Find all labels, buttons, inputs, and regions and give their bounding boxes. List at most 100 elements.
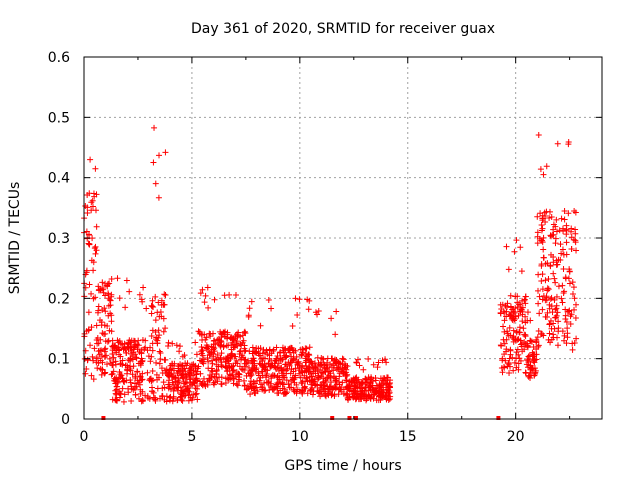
- data-point: [189, 396, 196, 403]
- data-point: [114, 275, 121, 282]
- data-point: [344, 383, 351, 390]
- data-point: [268, 305, 275, 312]
- data-point: [109, 337, 116, 344]
- data-point: [242, 330, 249, 337]
- data-point: [265, 378, 272, 385]
- data-point: [370, 384, 377, 391]
- data-point: [142, 392, 149, 399]
- data-point: [556, 227, 563, 234]
- data-point: [85, 326, 92, 333]
- data-point: [183, 379, 190, 386]
- data-point: [190, 378, 197, 385]
- data-point: [153, 371, 160, 378]
- data-point: [271, 372, 278, 379]
- data-point: [226, 364, 233, 371]
- data-point: [339, 355, 346, 362]
- data-point: [365, 355, 372, 362]
- data-point: [133, 383, 140, 390]
- data-point: [131, 380, 138, 387]
- data-point: [511, 359, 518, 366]
- data-point: [503, 243, 510, 250]
- x-tick-label: 5: [187, 429, 196, 445]
- data-point: [148, 310, 155, 317]
- data-point: [96, 351, 103, 358]
- data-point: [539, 239, 546, 246]
- data-point: [241, 328, 248, 335]
- data-point: [89, 353, 96, 360]
- data-point: [550, 270, 557, 277]
- data-point: [101, 305, 108, 312]
- data-point: [299, 349, 306, 356]
- data-point: [304, 296, 311, 303]
- data-point: [82, 203, 89, 209]
- data-point: [500, 336, 507, 343]
- data-point: [303, 375, 310, 382]
- data-point: [510, 367, 517, 374]
- data-point: [157, 356, 164, 363]
- data-point: [234, 360, 241, 367]
- data-point: [102, 345, 109, 352]
- data-point: [535, 300, 542, 307]
- data-point: [324, 383, 331, 390]
- data-point: [200, 375, 207, 382]
- data-point: [157, 309, 164, 316]
- data-point: [306, 344, 313, 351]
- data-point: [516, 329, 523, 336]
- data-point: [572, 237, 579, 244]
- data-point: [530, 358, 537, 365]
- data-point: [338, 384, 345, 391]
- data-point: [181, 388, 188, 395]
- data-point: [101, 354, 108, 361]
- data-point: [299, 388, 306, 395]
- data-point: [108, 371, 115, 378]
- data-point: [205, 365, 212, 372]
- data-point: [174, 387, 181, 394]
- data-point: [538, 277, 545, 284]
- data-point: [565, 138, 572, 145]
- data-point: [157, 349, 164, 356]
- data-point: [191, 380, 198, 387]
- data-point: [296, 296, 303, 303]
- data-point: [359, 380, 366, 387]
- data-point: [521, 296, 528, 303]
- data-point: [179, 397, 186, 404]
- data-point: [268, 350, 275, 357]
- data-point: [212, 356, 219, 363]
- data-point: [562, 312, 569, 319]
- data-point: [501, 309, 508, 316]
- data-point: [534, 240, 541, 247]
- data-point: [211, 381, 218, 388]
- data-point: [572, 314, 579, 321]
- data-point: [230, 335, 237, 342]
- data-point: [499, 357, 506, 364]
- data-point: [136, 291, 143, 298]
- data-point: [257, 322, 264, 329]
- data-point: [549, 232, 556, 239]
- data-point: [520, 325, 527, 332]
- data-point: [566, 280, 573, 287]
- data-point: [197, 357, 204, 364]
- data-point: [265, 379, 272, 386]
- data-point: [268, 362, 275, 369]
- data-point: [119, 341, 126, 348]
- data-point: [148, 378, 155, 385]
- data-point: [104, 323, 111, 330]
- data-point: [519, 308, 526, 315]
- data-point: [358, 396, 365, 403]
- data-point: [529, 365, 536, 372]
- data-point: [557, 241, 564, 248]
- data-point: [116, 394, 123, 401]
- data-point: [554, 140, 561, 147]
- data-point: [192, 368, 199, 375]
- data-point: [147, 358, 154, 365]
- data-point: [106, 355, 113, 362]
- data-point: [531, 372, 538, 379]
- data-point: [193, 351, 200, 358]
- data-point: [548, 336, 555, 343]
- zero-marker: [347, 416, 352, 420]
- data-point: [282, 346, 289, 353]
- data-point: [505, 332, 512, 339]
- data-point: [545, 276, 552, 283]
- data-point: [299, 369, 306, 376]
